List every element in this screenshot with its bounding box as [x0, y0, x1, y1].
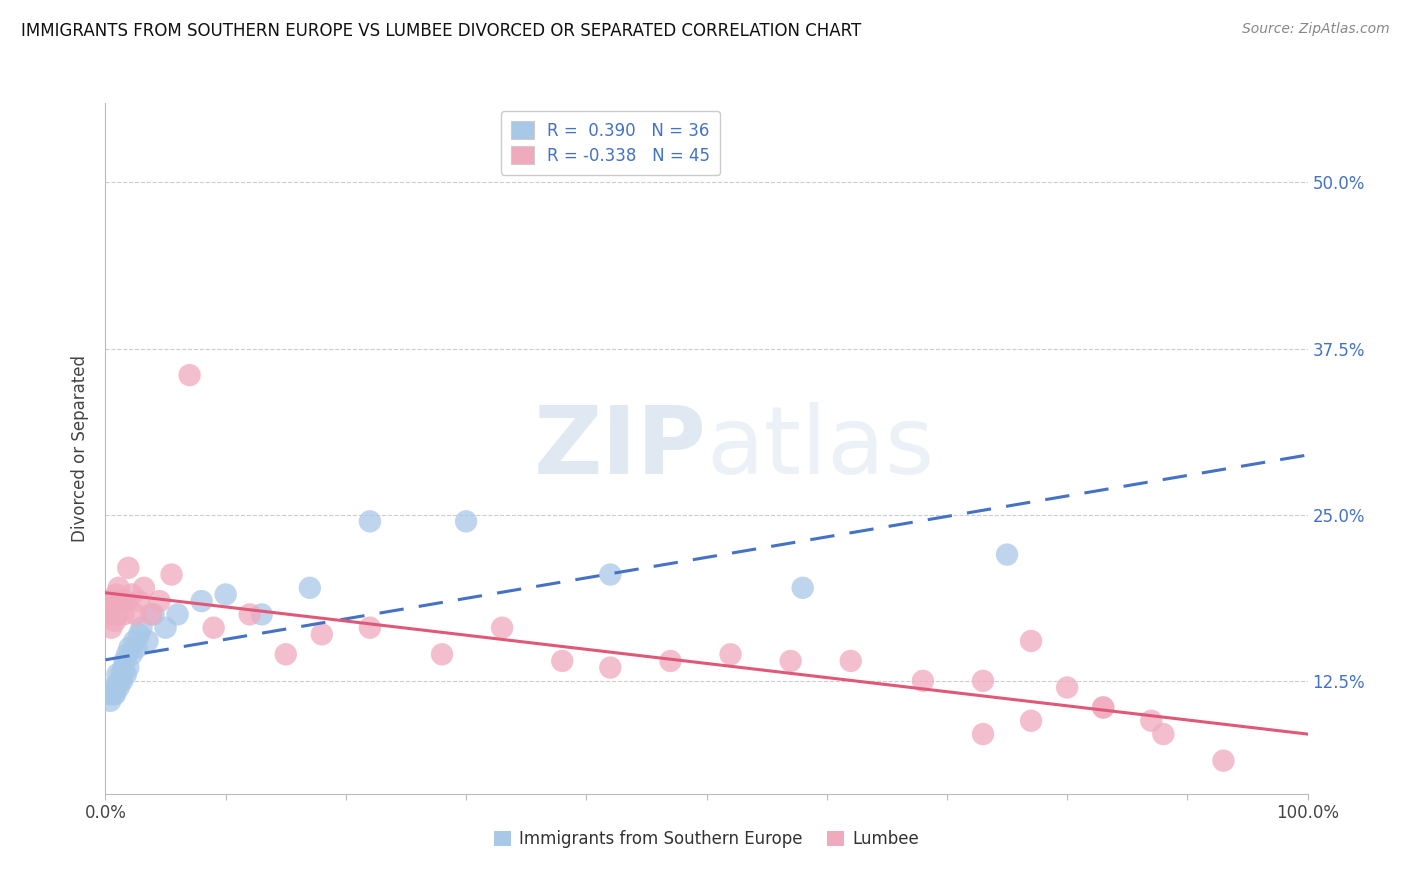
- Point: [98, 594, 121, 608]
- Point: [121, 587, 143, 601]
- Point: [359, 621, 381, 635]
- Point: [839, 654, 862, 668]
- Point: [779, 654, 801, 668]
- Text: IMMIGRANTS FROM SOUTHERN EUROPE VS LUMBEE DIVORCED OR SEPARATED CORRELATION CHAR: IMMIGRANTS FROM SOUTHERN EUROPE VS LUMBE…: [21, 22, 862, 40]
- Point: [1140, 714, 1163, 728]
- Point: [128, 627, 150, 641]
- Point: [107, 667, 129, 681]
- Point: [659, 654, 682, 668]
- Point: [142, 607, 165, 622]
- Point: [105, 681, 128, 695]
- Point: [104, 614, 127, 628]
- Point: [995, 548, 1018, 562]
- Point: [298, 581, 321, 595]
- Point: [1019, 714, 1042, 728]
- Point: [124, 607, 146, 622]
- Point: [148, 594, 170, 608]
- Text: atlas: atlas: [707, 402, 935, 494]
- Point: [121, 648, 143, 662]
- Point: [202, 621, 225, 635]
- Point: [101, 600, 124, 615]
- Point: [972, 673, 994, 688]
- Point: [1056, 681, 1078, 695]
- Point: [132, 581, 155, 595]
- Point: [131, 621, 153, 635]
- Point: [112, 607, 135, 622]
- Point: [166, 607, 188, 622]
- Y-axis label: Divorced or Separated: Divorced or Separated: [72, 355, 90, 541]
- Point: [911, 673, 934, 688]
- Point: [179, 368, 201, 383]
- Point: [98, 694, 121, 708]
- Point: [190, 594, 212, 608]
- Point: [1152, 727, 1174, 741]
- Legend: Immigrants from Southern Europe, Lumbee: Immigrants from Southern Europe, Lumbee: [488, 823, 925, 855]
- Point: [359, 514, 381, 528]
- Point: [972, 727, 994, 741]
- Point: [214, 587, 236, 601]
- Point: [792, 581, 814, 595]
- Point: [720, 648, 742, 662]
- Point: [250, 607, 273, 622]
- Point: [128, 594, 150, 608]
- Point: [1092, 700, 1115, 714]
- Point: [105, 587, 128, 601]
- Point: [101, 681, 124, 695]
- Point: [599, 567, 621, 582]
- Point: [115, 648, 138, 662]
- Point: [98, 607, 121, 622]
- Point: [108, 594, 131, 608]
- Point: [1019, 634, 1042, 648]
- Point: [311, 627, 333, 641]
- Point: [107, 681, 129, 695]
- Point: [115, 667, 138, 681]
- Point: [114, 654, 136, 668]
- Point: [100, 687, 122, 701]
- Point: [110, 667, 132, 681]
- Point: [239, 607, 262, 622]
- Point: [125, 640, 148, 655]
- Point: [100, 621, 122, 635]
- Point: [115, 594, 138, 608]
- Point: [124, 634, 146, 648]
- Point: [136, 634, 159, 648]
- Point: [112, 660, 135, 674]
- Point: [599, 660, 621, 674]
- Point: [155, 621, 177, 635]
- Point: [103, 594, 125, 608]
- Point: [118, 640, 141, 655]
- Point: [454, 514, 477, 528]
- Point: [103, 687, 125, 701]
- Point: [139, 607, 162, 622]
- Point: [111, 673, 134, 688]
- Point: [1092, 700, 1115, 714]
- Point: [98, 687, 121, 701]
- Point: [491, 621, 513, 635]
- Point: [1212, 754, 1234, 768]
- Point: [430, 648, 453, 662]
- Text: Source: ZipAtlas.com: Source: ZipAtlas.com: [1241, 22, 1389, 37]
- Point: [117, 660, 139, 674]
- Text: ZIP: ZIP: [534, 402, 707, 494]
- Point: [108, 673, 131, 688]
- Point: [107, 581, 129, 595]
- Point: [107, 607, 129, 622]
- Point: [551, 654, 574, 668]
- Point: [117, 561, 139, 575]
- Point: [104, 687, 127, 701]
- Point: [274, 648, 297, 662]
- Point: [160, 567, 183, 582]
